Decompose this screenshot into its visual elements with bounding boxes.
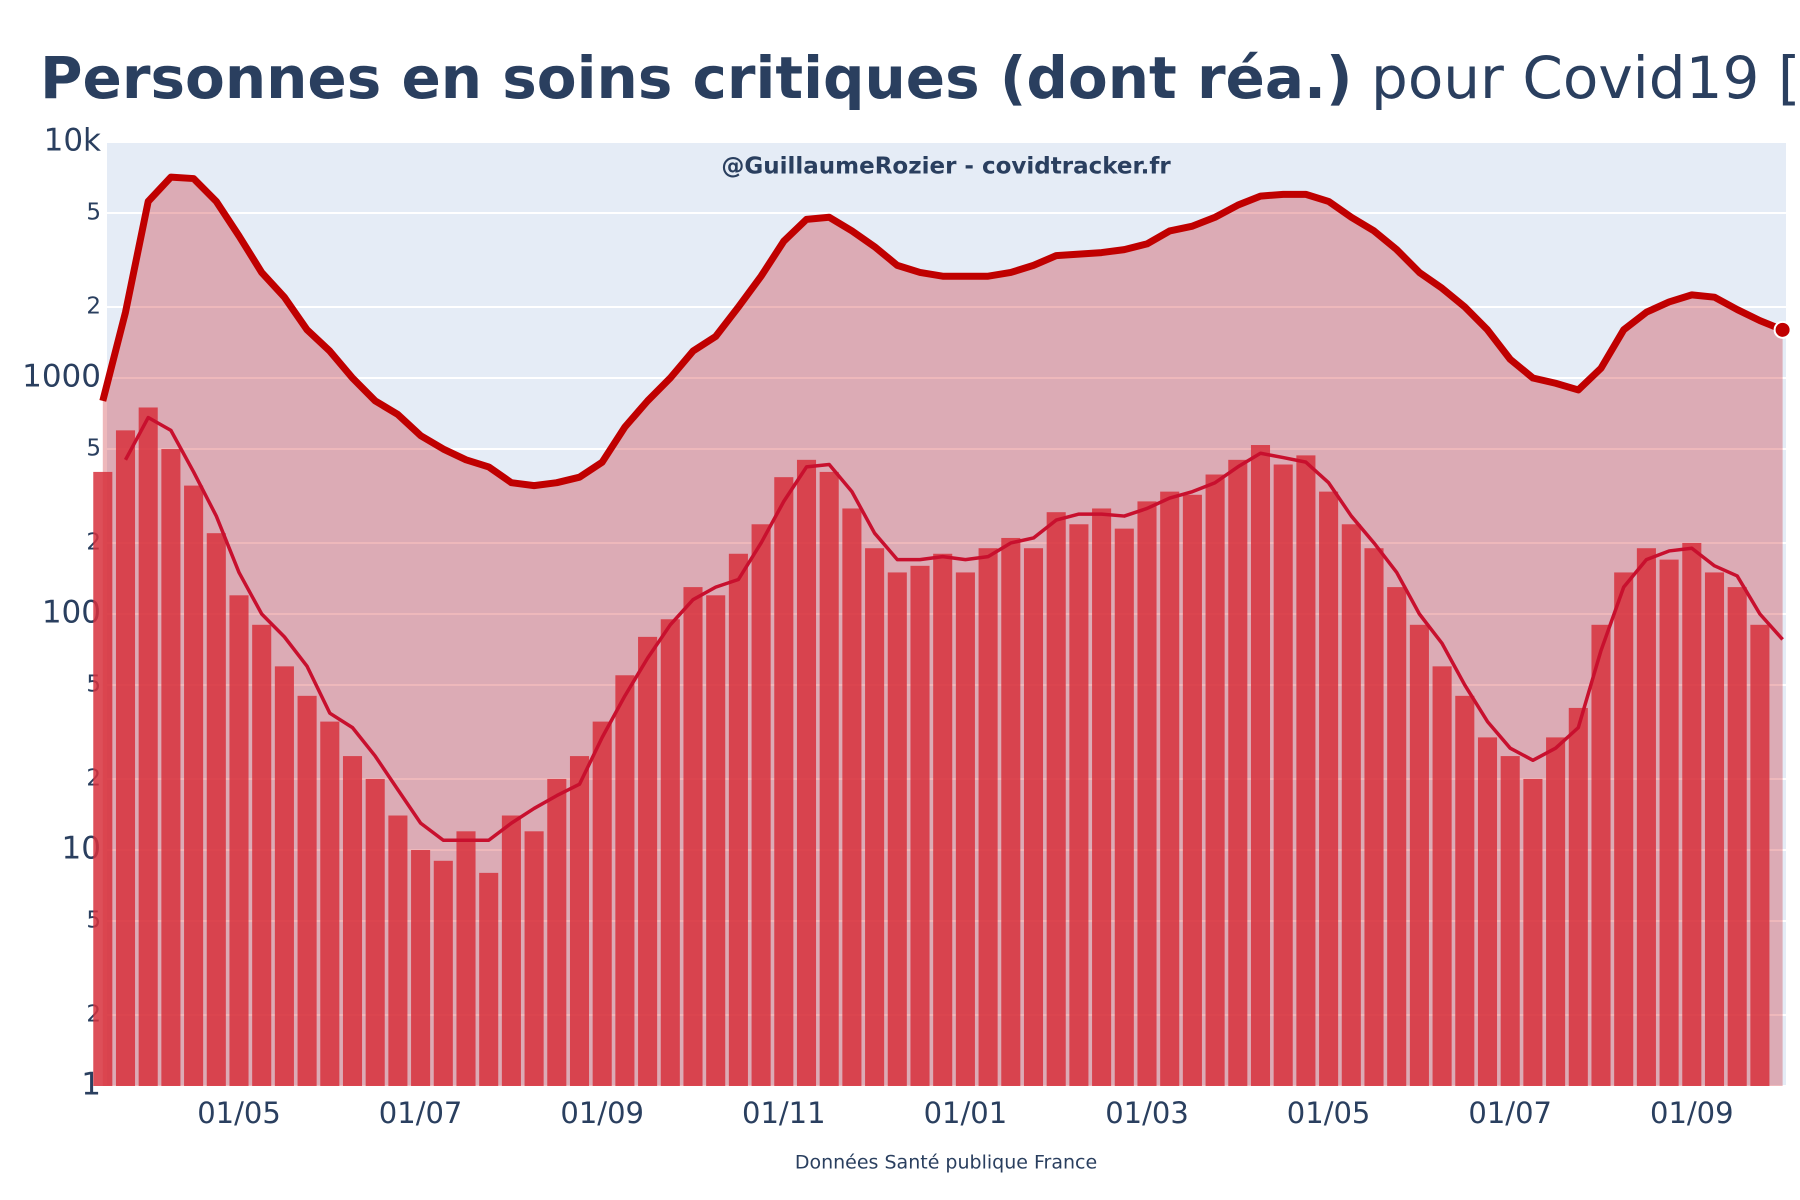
bar <box>479 872 499 1086</box>
bar <box>819 471 839 1087</box>
y-tick-label: 1000 <box>22 359 101 395</box>
bar <box>456 831 476 1086</box>
bar <box>1137 501 1157 1086</box>
bar <box>1750 624 1770 1086</box>
bar <box>865 548 885 1086</box>
bar <box>411 850 431 1086</box>
line <box>123 415 1784 842</box>
bar <box>1523 778 1543 1086</box>
bar <box>1704 572 1725 1086</box>
x-tick-label: 01/03 <box>1105 1096 1189 1130</box>
bar <box>1250 445 1271 1087</box>
bar <box>297 695 317 1086</box>
bar <box>774 477 794 1086</box>
bar <box>252 624 272 1086</box>
annotation: @GuillaumeRozier - covidtracker.fr <box>721 154 1171 180</box>
bar <box>1364 548 1384 1086</box>
bar <box>1636 548 1656 1086</box>
bar <box>1341 524 1361 1086</box>
bar <box>115 430 136 1086</box>
bar <box>1092 508 1112 1086</box>
bar <box>1568 707 1588 1086</box>
bar <box>93 471 113 1087</box>
bar <box>615 675 635 1086</box>
source: Données Santé publique France <box>795 1152 1097 1174</box>
bar <box>274 666 294 1086</box>
bar <box>796 459 817 1086</box>
x-tick-label: 01/07 <box>1468 1096 1552 1130</box>
chart-title: Personnes en soins critiques (dont réa.)… <box>40 44 1800 112</box>
line <box>99 173 1784 490</box>
bar <box>524 831 544 1086</box>
x-tick-label: 01/01 <box>924 1096 1008 1130</box>
y-tick-label: 5 <box>86 436 101 462</box>
bar <box>728 553 748 1086</box>
bar <box>547 778 567 1086</box>
bar <box>1160 491 1180 1086</box>
y-tick-label: 100 <box>42 595 101 631</box>
bar <box>320 721 340 1086</box>
x-tick-label: 01/09 <box>560 1096 644 1130</box>
bar <box>388 815 408 1086</box>
x-tick-label: 01/05 <box>197 1096 281 1130</box>
bar <box>1387 587 1407 1086</box>
x-tick-label: 01/11 <box>742 1096 826 1130</box>
title-suffix: pour Covid19 [log.] <box>1371 44 1800 112</box>
bar <box>501 815 521 1086</box>
bar <box>1046 512 1066 1086</box>
bar <box>978 548 998 1086</box>
bar <box>1319 491 1339 1086</box>
bar <box>569 756 590 1086</box>
bar <box>1296 455 1316 1087</box>
bar <box>1682 542 1702 1086</box>
bar <box>161 449 181 1086</box>
bar <box>1546 737 1566 1086</box>
bar <box>660 619 680 1086</box>
y-tick-label: 10k <box>44 123 101 159</box>
bar <box>1500 756 1520 1086</box>
bar <box>751 524 771 1086</box>
bar <box>933 553 953 1086</box>
bar <box>842 508 862 1086</box>
bar <box>1455 695 1475 1086</box>
bar <box>1273 464 1293 1086</box>
bar <box>1477 737 1498 1086</box>
bar <box>910 565 930 1086</box>
bar <box>1432 666 1452 1086</box>
bar <box>1727 587 1747 1086</box>
bar <box>433 860 453 1086</box>
y-tick-label: 2 <box>86 293 101 319</box>
bar <box>138 407 158 1086</box>
bar <box>1228 459 1248 1086</box>
bar <box>1659 559 1679 1086</box>
bar <box>229 595 249 1086</box>
y-tick-label: 5 <box>86 200 101 226</box>
bar <box>1182 494 1202 1086</box>
bar <box>1591 624 1611 1086</box>
bar <box>887 572 907 1086</box>
bar <box>1069 524 1089 1086</box>
bar <box>955 572 975 1086</box>
bar <box>638 636 658 1086</box>
bar <box>1205 474 1225 1086</box>
bar <box>206 533 226 1086</box>
bar <box>1114 528 1134 1086</box>
end-marker <box>1773 320 1792 339</box>
bar <box>1001 537 1021 1086</box>
bar <box>184 485 204 1086</box>
bar <box>1023 548 1044 1086</box>
bar <box>683 587 703 1086</box>
bar <box>342 756 363 1086</box>
x-tick-label: 01/09 <box>1650 1096 1734 1130</box>
bar <box>365 778 385 1086</box>
bar <box>706 595 726 1086</box>
bar <box>1409 624 1429 1086</box>
x-tick-label: 01/05 <box>1287 1096 1371 1130</box>
x-tick-label: 01/07 <box>379 1096 463 1130</box>
bar <box>1614 572 1634 1086</box>
title-main: Personnes en soins critiques (dont réa.) <box>40 44 1353 112</box>
bar <box>592 721 612 1086</box>
